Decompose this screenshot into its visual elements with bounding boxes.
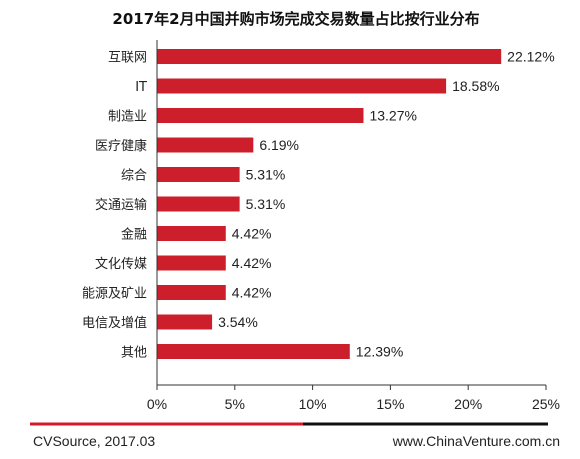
data-label: 6.19% [259,137,299,153]
category-label: 互联网 [108,51,147,66]
x-tick-label: 0% [147,396,167,412]
value-labels: 22.12% 18.58% 13.27% 6.19% 5.31% 5.31% 4.42% 4.… [218,49,555,360]
data-label: 13.27% [369,108,416,124]
data-label: 4.42% [232,285,272,301]
bars-layer [157,49,502,359]
bar [157,344,350,359]
x-tick-label: 25% [532,396,560,412]
x-tick-label: 20% [454,396,482,412]
website-link[interactable]: www.ChinaVenture.com.cn [392,433,560,449]
data-label: 4.42% [232,255,272,271]
data-label: 4.42% [232,226,272,242]
x-tick-label: 10% [299,396,327,412]
data-label: 5.31% [246,167,286,183]
data-label: 22.12% [507,49,554,65]
category-label: 其他 [121,346,147,361]
bar [157,78,447,94]
bar [157,137,254,153]
x-axis-ticks [156,385,547,390]
bar [157,255,226,271]
category-label: 电信及增值 [82,315,147,331]
data-label: 12.39% [356,344,403,360]
category-label: IT [135,80,147,95]
category-label: 交通运输 [95,197,147,213]
data-label: 18.58% [452,78,499,94]
category-label: 综合 [121,169,147,184]
x-tick-label: 5% [225,396,245,412]
category-label: 金融 [121,227,147,243]
x-axis-tick-labels: 0% 5% 10% 15% 20% 25% [147,396,560,412]
bar [157,49,502,64]
bar [157,108,364,123]
chart-title: 2017年2月中国并购市场完成交易数量占比按行业分布 [112,10,479,28]
data-label: 3.54% [218,314,258,330]
x-tick-label: 15% [376,396,404,412]
bar [157,314,213,330]
bar [157,196,240,212]
category-label: 医疗健康 [95,138,147,154]
bar [157,285,226,300]
category-label: 文化传媒 [95,257,147,272]
bar [157,226,226,241]
category-label: 能源及矿业 [82,287,147,302]
source-note: CVSource, 2017.03 [33,433,155,449]
data-label: 5.31% [246,196,286,212]
bar [157,167,240,182]
category-label: 制造业 [108,110,147,125]
